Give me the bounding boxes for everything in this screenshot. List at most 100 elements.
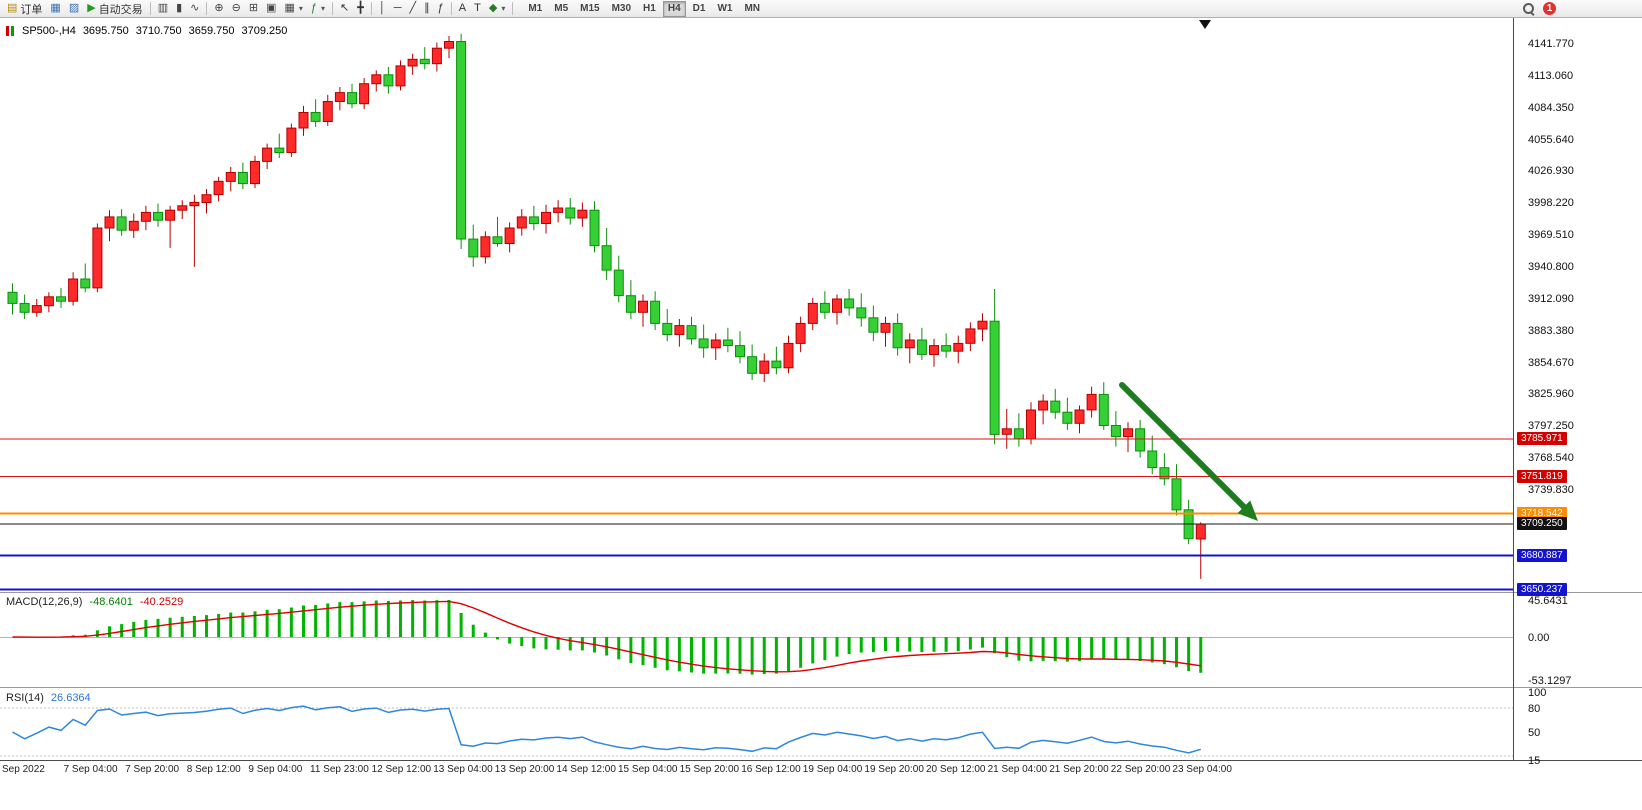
new-chart-button[interactable]: ▦ ▾: [280, 1, 306, 17]
time-marker[interactable]: [1199, 20, 1211, 29]
timeframe-w1-button[interactable]: W1: [712, 1, 737, 17]
toolbar-button-label: 订单: [20, 3, 43, 16]
candle-body: [516, 216, 527, 229]
notification-badge[interactable]: 1: [1543, 2, 1556, 15]
time-axis-label: 15 Sep 20:00: [679, 764, 740, 775]
candle-body: [371, 74, 382, 85]
candle-body: [662, 322, 673, 335]
candle-body: [941, 345, 952, 352]
macd-signal-line: [12, 600, 1201, 673]
search-icon[interactable]: [1522, 2, 1535, 15]
channel-button[interactable]: ∥: [420, 1, 434, 17]
autotrading-icon: ▶: [87, 2, 96, 14]
time-axis-label: 7 Sep 20:00: [125, 764, 180, 775]
tile-windows-icon: ▣: [266, 2, 277, 14]
channel-icon: ∥: [424, 2, 430, 14]
fibonacci-icon: ƒ: [437, 2, 444, 14]
tile-windows-button[interactable]: ▣: [262, 1, 280, 17]
indicators-button[interactable]: ƒ ▾: [307, 1, 329, 17]
arrows-button[interactable]: ◆ ▾: [485, 1, 509, 17]
macd-chart[interactable]: [0, 592, 1513, 687]
trendline-icon: ╱: [409, 2, 417, 14]
candle-body: [722, 339, 733, 346]
time-axis-label: 19 Sep 20:00: [864, 764, 924, 775]
timeframe-m5-button[interactable]: M5: [549, 1, 573, 17]
zoom-out-button[interactable]: ⊖: [228, 1, 245, 17]
timeframe-mn-button[interactable]: MN: [739, 1, 765, 17]
price-line-tag: 3785.971: [1517, 432, 1567, 446]
candle-body: [431, 47, 442, 65]
new-order-button[interactable]: ▤ 订单: [3, 1, 46, 17]
candle-body: [225, 172, 236, 182]
trendline-button[interactable]: ╱: [406, 1, 421, 17]
status-strip: [0, 777, 1642, 810]
timeframe-h1-button[interactable]: H1: [638, 1, 661, 17]
grid-button[interactable]: ⊞: [245, 1, 262, 17]
rsi-panel[interactable]: RSI(14) 26.6364: [0, 688, 1513, 760]
indicators-icon: ƒ: [310, 2, 317, 14]
candle-body: [492, 236, 503, 245]
timeframe-m15-button[interactable]: M15: [575, 1, 604, 17]
timeframe-m1-button[interactable]: M1: [523, 1, 547, 17]
crosshair-button[interactable]: ╋: [353, 1, 368, 17]
macd-label: MACD(12,26,9) -48.6401 -40.2529: [6, 596, 183, 608]
chevron-down-icon: ▾: [298, 4, 303, 13]
candle-body: [650, 300, 661, 324]
candlestick-chart[interactable]: [0, 18, 1513, 592]
timeframe-d1-button[interactable]: D1: [688, 1, 711, 17]
rsi-line: [12, 705, 1202, 754]
candle-body: [456, 41, 467, 240]
price-tick-label: 3940.800: [1528, 261, 1574, 274]
profiles-button[interactable]: ▨: [65, 1, 83, 17]
charts-grid-icon: ▦: [50, 2, 61, 14]
bar-chart-type-button[interactable]: ▥: [154, 1, 172, 17]
autotrading-button[interactable]: ▶ 自动交易: [83, 1, 146, 17]
candle-body: [1147, 450, 1158, 469]
time-axis-label: 19 Sep 04:00: [802, 764, 863, 775]
candle-body: [19, 302, 30, 313]
vertical-line-button[interactable]: │: [375, 1, 390, 17]
candle-body: [735, 345, 745, 358]
horizontal-line-button[interactable]: ─: [390, 1, 406, 17]
macd-panel[interactable]: MACD(12,26,9) -48.6401 -40.2529: [0, 592, 1513, 687]
chart-window: SP500-,H4 3695.750 3710.750 3659.750 370…: [0, 18, 1642, 777]
rsi-axis-label: 50: [1528, 727, 1541, 739]
rsi-chart[interactable]: [0, 688, 1513, 760]
candle-body: [698, 338, 709, 349]
candle-body: [395, 65, 406, 87]
candlestick-type-button[interactable]: ▮: [172, 1, 186, 17]
text-button[interactable]: A: [455, 1, 470, 17]
rsi-title: RSI(14): [6, 692, 44, 704]
candle-body: [274, 147, 285, 154]
timeframe-m30-button[interactable]: M30: [607, 1, 636, 17]
candle-body: [104, 216, 115, 229]
trend-arrow[interactable]: [1119, 382, 1247, 510]
time-axis-label: Sep 2022: [2, 764, 45, 775]
cursor-button[interactable]: ↖: [336, 1, 353, 17]
timeframe-h4-button[interactable]: H4: [662, 0, 686, 17]
line-chart-type-button[interactable]: ∿: [186, 1, 203, 17]
candlestick-type-icon: ▮: [176, 2, 183, 14]
text-label-button[interactable]: T: [470, 1, 485, 17]
charts-grid-button[interactable]: ▦: [46, 1, 64, 17]
candle-body: [1001, 428, 1012, 435]
time-axis-label: 23 Sep 04:00: [1172, 764, 1232, 775]
panel-separator[interactable]: [0, 687, 1642, 688]
toolbar-separator: [332, 2, 333, 15]
candle-body: [904, 339, 915, 349]
candle-body: [565, 207, 576, 219]
candle-body: [504, 227, 515, 244]
candle-body: [916, 339, 927, 355]
zoom-in-button[interactable]: ⊕: [210, 1, 227, 17]
price-tick-label: 4113.060: [1528, 69, 1574, 82]
zoom-out-icon: ⊖: [231, 2, 241, 14]
chart-icon: [6, 26, 15, 36]
time-axis[interactable]: Sep 2022 7 Sep 04:00 7 Sep 20:00 8 Sep 12:0…: [0, 760, 1642, 777]
price-line-tag: 3718.542: [1517, 507, 1567, 521]
fibonacci-button[interactable]: ƒ: [434, 1, 448, 17]
grid-icon: ⊞: [248, 2, 259, 14]
main-chart-panel[interactable]: SP500-,H4 3695.750 3710.750 3659.750 370…: [0, 18, 1513, 592]
panel-separator[interactable]: [0, 592, 1642, 593]
price-tick-label: 3768.540: [1528, 452, 1574, 465]
price-axis[interactable]: 4141.770 4113.060 4084.350 4055.640 4026.930…: [1513, 18, 1642, 767]
